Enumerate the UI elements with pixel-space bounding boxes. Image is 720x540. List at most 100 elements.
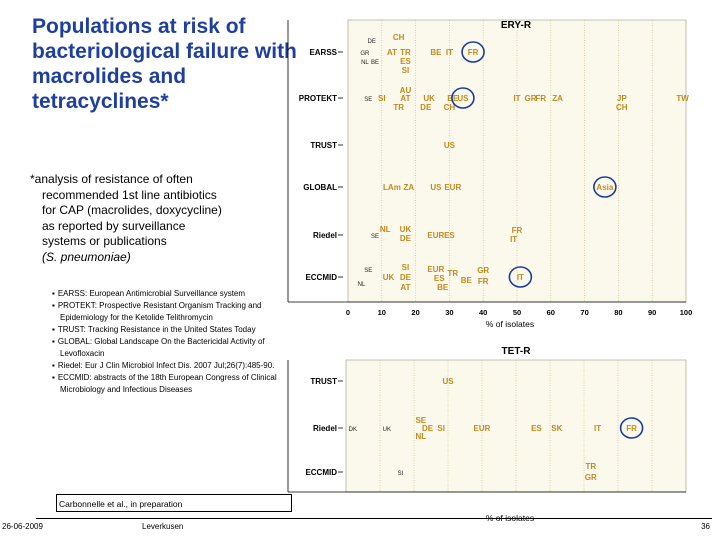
data-point-label: EUR [444, 183, 461, 192]
data-point-label: CH [393, 33, 405, 42]
chart-title: ERY-R [501, 20, 532, 31]
data-point-label: AT [387, 48, 397, 57]
slide-title: Populations at risk of bacteriological f… [32, 15, 297, 113]
data-point-label: ZA [552, 94, 563, 103]
x-tick-label: 20 [411, 308, 419, 317]
x-tick-label: 100 [680, 308, 693, 317]
credit-box: Carbonnelle et al., in preparation [56, 494, 292, 512]
x-tick-label: 80 [614, 308, 622, 317]
x-tick-label: 70 [580, 308, 588, 317]
data-point-label: SK [551, 424, 562, 433]
category-label: GLOBAL [303, 183, 337, 192]
data-point-label: BE [447, 94, 459, 103]
data-point-label: EUR [427, 265, 444, 274]
highlight-circle [593, 176, 617, 198]
data-point-label: DE [420, 103, 432, 112]
data-point-label: UK [383, 273, 395, 282]
data-point-label: GR [360, 51, 370, 57]
data-point-label: EUR [427, 231, 444, 240]
data-point-label: IT [510, 235, 517, 244]
plot-area [347, 19, 687, 303]
category-label: Riedel [313, 424, 337, 433]
data-point-label: BE [437, 283, 449, 292]
data-point-label: SI [398, 471, 404, 477]
category-label: EARSS [309, 48, 337, 57]
data-point-label: TR [393, 103, 404, 112]
legend-item: ECCMID: abstracts of the 18th European C… [52, 372, 302, 396]
highlight-circle [508, 266, 533, 288]
data-point-label: SE [415, 416, 426, 425]
data-point-label: GR [585, 473, 597, 482]
x-tick-label: 10 [378, 308, 386, 317]
description-line: *analysis of resistance of often [30, 172, 193, 186]
x-tick-label: 90 [648, 308, 656, 317]
x-tick-label: 30 [445, 308, 453, 317]
data-point-label: US [442, 377, 454, 386]
data-point-label: NL [361, 60, 369, 66]
legend-item: EARSS: European Antimicrobial Surveillan… [52, 288, 302, 300]
data-point-label: TR [447, 269, 458, 278]
data-point-label: SI [437, 424, 445, 433]
category-label: ECCMID [305, 273, 337, 282]
footer-place: Leverkusen [142, 522, 184, 531]
data-point-label: Asia [596, 183, 613, 192]
data-point-label: NL [415, 432, 426, 441]
highlight-circle [461, 41, 485, 63]
data-point-label: FR [512, 226, 523, 235]
x-tick-label: 50 [513, 308, 521, 317]
category-label: TRUST [310, 141, 337, 150]
data-point-label: IT [594, 424, 601, 433]
legend-item: PROTEKT: Prospective Resistant Organism … [52, 300, 302, 324]
data-point-label: CH [616, 103, 628, 112]
category-label: PROTEKT [299, 94, 337, 103]
data-point-label: ES [531, 424, 542, 433]
analysis-description: *analysis of resistance of often recomme… [30, 172, 320, 265]
data-point-label: UK [383, 427, 391, 433]
footer-date: 26-06-2009 [2, 522, 43, 531]
data-point-label: CH [444, 103, 456, 112]
data-point-label: FR [626, 424, 637, 433]
data-point-label: BE [461, 276, 473, 285]
category-label: ECCMID [305, 468, 337, 477]
x-axis-label: % of isolates [486, 319, 534, 329]
x-axis-label: % of isolates [486, 513, 534, 523]
highlight-circle [451, 87, 475, 109]
data-point-label: UK [423, 94, 435, 103]
x-tick-label: 60 [547, 308, 555, 317]
data-point-label: BE [430, 48, 442, 57]
data-point-label: AU [400, 86, 412, 95]
data-point-label: GR [525, 94, 537, 103]
legend-item: TRUST: Tracking Resistance in the United… [52, 324, 302, 336]
data-point-label: DE [367, 39, 375, 45]
data-point-label: UK [400, 225, 412, 234]
data-point-label: SE [364, 97, 372, 103]
data-point-label: IT [513, 94, 520, 103]
description-line: recommended 1st line antibiotics [42, 187, 217, 202]
x-tick-label: 40 [479, 308, 487, 317]
data-point-label: ES [400, 57, 411, 66]
page-number: 36 [701, 522, 710, 531]
footer-rule [36, 518, 712, 519]
chart-title: TET-R [502, 346, 532, 357]
legend-item: Riedel: Eur J Clin Microbiol Infect Dis.… [52, 360, 302, 372]
data-point-label: LAm [383, 183, 401, 192]
data-point-label: AT [400, 94, 410, 103]
data-point-label: NL [380, 225, 391, 234]
data-point-label: DE [400, 273, 412, 282]
data-point-label: IT [446, 48, 453, 57]
data-point-label: US [430, 183, 442, 192]
data-point-label: FR [478, 277, 489, 286]
data-point-label: TR [585, 462, 596, 471]
category-label: TRUST [310, 377, 337, 386]
abbreviation-legend: EARSS: European Antimicrobial Surveillan… [52, 288, 302, 396]
data-point-label: EUR [474, 424, 491, 433]
data-point-label: IT [517, 273, 524, 282]
data-point-label: NL [358, 282, 366, 288]
data-point-label: ES [434, 274, 445, 283]
data-point-label: DK [349, 427, 357, 433]
category-label: Riedel [313, 231, 337, 240]
data-point-label: FR [468, 48, 479, 57]
data-point-label: JP [617, 94, 627, 103]
data-point-label: SE [364, 268, 372, 274]
